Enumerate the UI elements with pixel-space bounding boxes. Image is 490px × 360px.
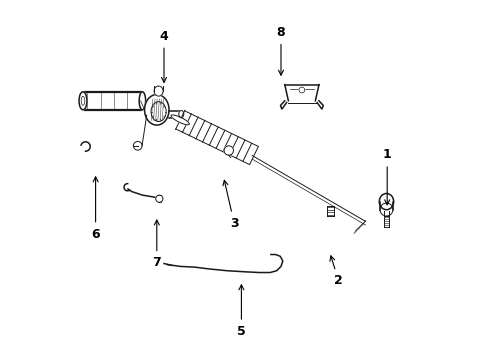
Circle shape <box>299 87 305 93</box>
Text: 1: 1 <box>383 148 392 205</box>
Ellipse shape <box>145 95 169 125</box>
Circle shape <box>380 203 393 216</box>
Ellipse shape <box>151 102 166 122</box>
Text: 8: 8 <box>277 26 285 75</box>
Text: 2: 2 <box>330 256 343 287</box>
Ellipse shape <box>139 92 146 110</box>
Circle shape <box>156 195 163 202</box>
Text: 6: 6 <box>91 177 100 240</box>
Text: 4: 4 <box>160 30 169 82</box>
Ellipse shape <box>154 86 163 96</box>
Ellipse shape <box>179 111 184 118</box>
Text: 3: 3 <box>223 180 239 230</box>
Circle shape <box>133 141 142 150</box>
Ellipse shape <box>171 115 189 125</box>
Text: 7: 7 <box>152 220 161 269</box>
Ellipse shape <box>79 92 87 110</box>
Text: 5: 5 <box>237 285 246 338</box>
Ellipse shape <box>379 194 393 210</box>
Circle shape <box>224 146 233 155</box>
